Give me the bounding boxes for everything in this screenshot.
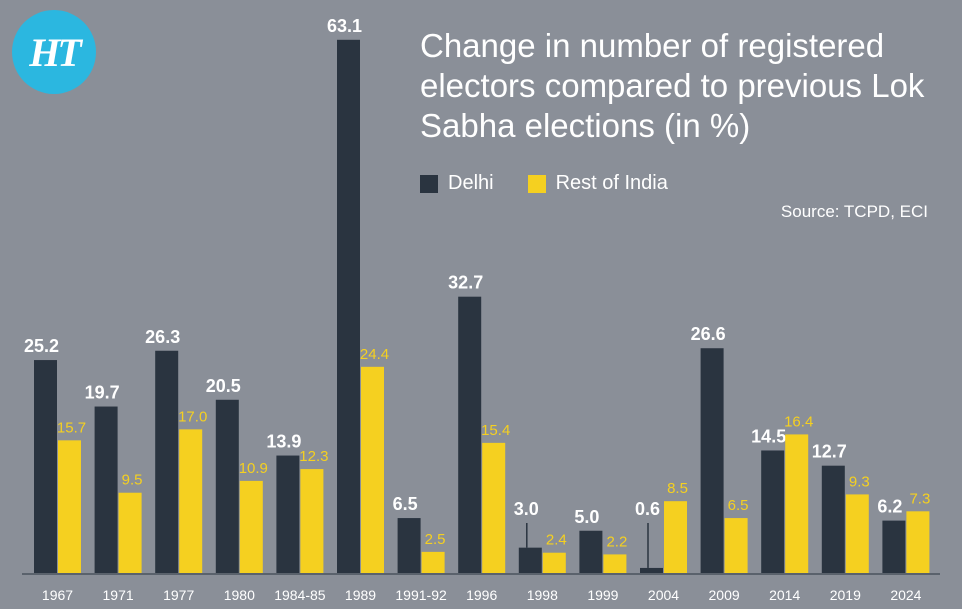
value-label-delhi-1999: 5.0 [574, 507, 599, 527]
bar-delhi-2009 [700, 348, 724, 573]
bar-rest-of-india-1989 [361, 366, 384, 573]
value-label-delhi-1971: 19.7 [85, 383, 120, 403]
value-label-delhi-2004: 0.6 [635, 499, 660, 519]
x-tick-label-2004: 2004 [648, 587, 679, 603]
x-tick-label-1984-85: 1984-85 [274, 587, 326, 603]
bar-rest-of-india-2004 [664, 501, 687, 573]
bar-delhi-1999 [579, 530, 603, 573]
bar-delhi-1991-92 [397, 518, 421, 573]
value-label-rest-of-india-1999: 2.2 [606, 533, 627, 550]
bar-rest-of-india-1999 [603, 554, 627, 573]
legend-swatch-rest-of-india [527, 174, 546, 193]
value-label-delhi-1977: 26.3 [145, 327, 180, 347]
bar-delhi-1998 [518, 547, 542, 573]
chart-title: Change in number of registered electors … [420, 27, 925, 144]
bar-delhi-1984-85 [276, 455, 300, 573]
value-label-delhi-1989: 63.1 [327, 16, 362, 36]
bar-rest-of-india-1991-92 [421, 551, 445, 573]
bar-rest-of-india-2014 [785, 434, 809, 573]
value-label-delhi-1998: 3.0 [514, 499, 539, 519]
value-label-rest-of-india-1980: 10.9 [239, 460, 268, 477]
legend: Delhi Rest of India [420, 172, 668, 195]
x-tick-label-1977: 1977 [163, 587, 194, 603]
value-label-rest-of-india-2024: 7.3 [909, 490, 930, 507]
value-label-delhi-2019: 12.7 [812, 442, 847, 462]
value-label-rest-of-india-2019: 9.3 [849, 473, 870, 490]
bar-delhi-2024 [882, 520, 906, 573]
x-tick-label-2014: 2014 [769, 587, 800, 603]
x-tick-label-2019: 2019 [830, 587, 861, 603]
bar-rest-of-india-1967 [58, 440, 81, 573]
bar-rest-of-india-1971 [118, 492, 142, 573]
x-tick-label-1980: 1980 [224, 587, 255, 603]
x-tick-label-1998: 1998 [527, 587, 558, 603]
x-tick-label-1967: 1967 [42, 587, 73, 603]
bar-delhi-2004 [640, 567, 663, 573]
bar-rest-of-india-1984-85 [300, 469, 324, 573]
legend-label-delhi: Delhi [448, 172, 494, 194]
bar-delhi-1977 [155, 350, 179, 573]
value-label-rest-of-india-1989: 24.4 [360, 346, 389, 363]
value-label-rest-of-india-1967: 15.7 [57, 419, 86, 436]
value-label-rest-of-india-1998: 2.4 [546, 532, 567, 549]
bar-delhi-1996 [458, 296, 482, 573]
bar-rest-of-india-2024 [906, 511, 930, 573]
x-tick-label-1971: 1971 [103, 587, 134, 603]
x-tick-label-1996: 1996 [466, 587, 497, 603]
value-label-delhi-2009: 26.6 [691, 324, 726, 344]
bar-delhi-1971 [94, 406, 118, 573]
bar-delhi-1980 [215, 399, 239, 573]
value-label-delhi-2024: 6.2 [877, 497, 902, 517]
bar-rest-of-india-1998 [542, 552, 566, 573]
value-label-rest-of-india-1991-92: 2.5 [425, 531, 446, 548]
source-note: Source: TCPD, ECI [780, 202, 928, 221]
value-label-rest-of-india-1971: 9.5 [122, 472, 143, 489]
ht-logo: HT [12, 10, 96, 94]
x-tick-label-2009: 2009 [709, 587, 740, 603]
value-label-delhi-1991-92: 6.5 [393, 494, 418, 514]
bar-rest-of-india-1980 [239, 480, 263, 573]
value-label-delhi-1996: 32.7 [448, 273, 483, 293]
x-tick-label-2024: 2024 [890, 587, 921, 603]
x-tick-label-1989: 1989 [345, 587, 376, 603]
value-label-rest-of-india-1984-85: 12.3 [299, 448, 328, 465]
value-label-rest-of-india-1996: 15.4 [481, 422, 510, 439]
legend-label-rest-of-india: Rest of India [555, 172, 668, 194]
value-label-delhi-1967: 25.2 [24, 336, 59, 356]
value-label-rest-of-india-1977: 17.0 [178, 408, 207, 425]
x-tick-label-1999: 1999 [587, 587, 618, 603]
bar-rest-of-india-2019 [845, 494, 869, 573]
value-label-delhi-2014: 14.5 [751, 426, 786, 446]
bar-rest-of-india-1977 [179, 429, 203, 573]
bar-delhi-1967 [34, 360, 57, 573]
value-label-rest-of-india-2014: 16.4 [784, 413, 813, 430]
x-tick-label-1991-92: 1991-92 [395, 587, 447, 603]
value-label-delhi-1984-85: 13.9 [266, 432, 301, 452]
bar-delhi-1989 [337, 39, 360, 574]
legend-swatch-delhi [420, 174, 438, 193]
value-label-rest-of-india-2004: 8.5 [667, 480, 688, 497]
bar-rest-of-india-1996 [482, 442, 506, 573]
bar-rest-of-india-2009 [724, 518, 748, 573]
bar-delhi-2019 [821, 465, 845, 573]
value-label-delhi-1980: 20.5 [206, 376, 241, 396]
value-label-rest-of-india-2009: 6.5 [728, 497, 749, 514]
bar-delhi-2014 [761, 450, 785, 573]
